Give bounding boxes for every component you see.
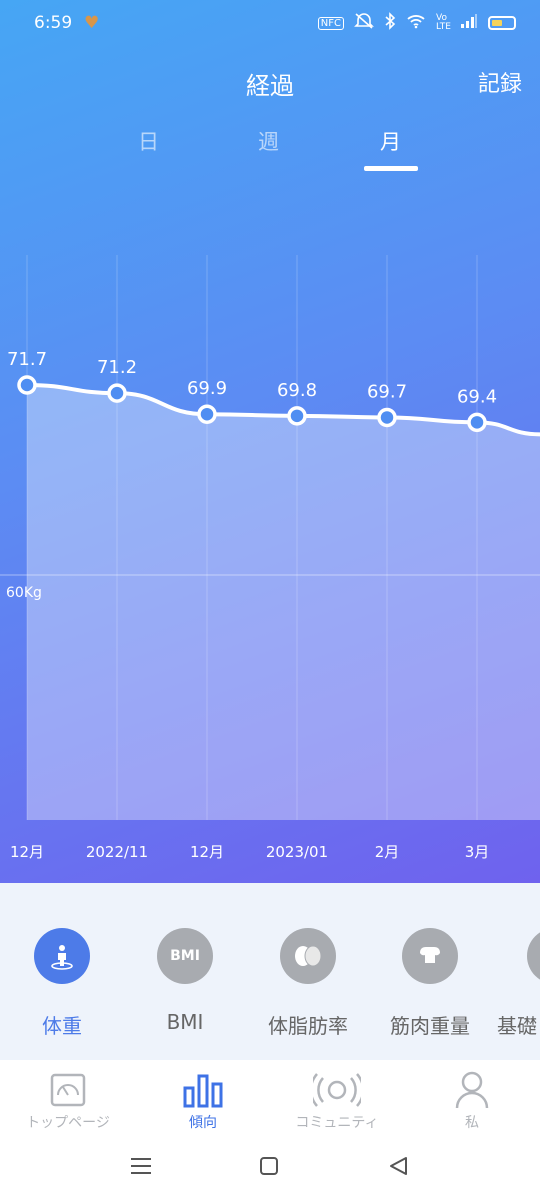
tab-day[interactable]: 日 <box>138 130 159 154</box>
back-icon[interactable] <box>388 1156 408 1182</box>
nav-label: 私 <box>465 1115 479 1131</box>
metric-muscle[interactable]: 筋肉重量 <box>385 928 475 1039</box>
chart-area <box>27 385 540 820</box>
system-nav-bar <box>0 1142 540 1200</box>
data-label: 69.9 <box>187 378 227 399</box>
chart-grid <box>0 255 540 820</box>
x-tick-label: 2023/01 <box>266 843 328 861</box>
metric-label: 体脂肪率 <box>268 1014 348 1038</box>
wifi-icon <box>406 13 426 33</box>
bmi-icon: BMI <box>157 928 213 984</box>
data-point[interactable] <box>467 412 487 433</box>
data-label: 71.2 <box>97 357 137 378</box>
person-icon <box>412 1068 532 1112</box>
page-title: 経過 <box>246 72 294 100</box>
data-point[interactable] <box>197 404 217 424</box>
x-axis-labels: 12月 2022/11 12月 2023/01 2月 3月 <box>10 843 489 861</box>
basal-icon <box>527 928 540 984</box>
tab-underline <box>364 166 418 171</box>
person-scale-icon <box>34 928 90 984</box>
status-icons: NFC Vo LTE <box>317 12 516 34</box>
reference-label: 60Kg <box>6 585 42 601</box>
broadcast-icon <box>277 1068 397 1112</box>
metric-label: 体重 <box>42 1014 82 1038</box>
gauge-icon <box>8 1068 128 1112</box>
data-label: 69.4 <box>457 386 497 407</box>
data-label: 71.7 <box>7 349 47 370</box>
volte-icon: Vo LTE <box>436 13 451 32</box>
metric-label: 基礎 <box>497 1014 537 1038</box>
nav-label: トップページ <box>26 1115 110 1131</box>
data-label: 69.8 <box>277 380 317 401</box>
metric-weight[interactable]: 体重 <box>17 928 107 1039</box>
x-tick-label: 12月 <box>190 843 224 861</box>
menu-icon[interactable] <box>130 1156 152 1182</box>
data-point[interactable] <box>377 407 397 428</box>
battery-icon <box>488 16 516 30</box>
x-tick-label: 12月 <box>10 843 44 861</box>
metric-label: 筋肉重量 <box>390 1014 470 1038</box>
muscle-icon <box>402 928 458 984</box>
nfc-icon: NFC <box>317 16 344 30</box>
nav-trend[interactable]: 傾向 <box>143 1068 263 1132</box>
status-time: 6:59 <box>34 13 73 33</box>
metric-label: BMI <box>166 1010 204 1034</box>
tab-week[interactable]: 週 <box>258 130 279 154</box>
x-tick-label: 2022/11 <box>86 843 148 861</box>
data-point[interactable] <box>287 406 307 426</box>
metric-body-fat[interactable]: 体脂肪率 <box>263 928 353 1039</box>
data-point[interactable] <box>107 383 127 403</box>
nav-top-page[interactable]: トップページ <box>8 1068 128 1132</box>
x-tick-label: 3月 <box>465 843 490 861</box>
status-bar: 6:59 ♥ NFC Vo LTE <box>0 0 540 46</box>
mute-icon <box>354 12 374 34</box>
nav-label: コミュニティ <box>295 1115 379 1131</box>
bottom-nav: トップページ 傾向 コミュニティ 私 <box>0 1060 540 1142</box>
nav-label: 傾向 <box>189 1115 217 1131</box>
record-button[interactable]: 記録 <box>477 72 522 97</box>
home-icon[interactable] <box>259 1156 279 1182</box>
heart-icon: ♥ <box>84 13 100 33</box>
data-point[interactable] <box>17 375 37 395</box>
chart-marks: 71.7 71.2 69.9 69.8 69.7 69.4 <box>7 349 497 433</box>
metric-basal[interactable]: 基礎 <box>497 928 540 1039</box>
metric-bmi[interactable]: BMI BMI <box>140 928 230 1034</box>
signal-icon <box>460 13 478 33</box>
tab-month[interactable]: 月 <box>380 130 401 154</box>
fat-icon <box>280 928 336 984</box>
x-tick-label: 2月 <box>375 843 400 861</box>
bar-chart-icon <box>143 1068 263 1112</box>
nav-me[interactable]: 私 <box>412 1068 532 1132</box>
nav-community[interactable]: コミュニティ <box>277 1068 397 1132</box>
bluetooth-icon <box>384 12 396 34</box>
data-label: 69.7 <box>367 381 407 402</box>
chart-panel: 6:59 ♥ NFC Vo LTE 経過 記録 <box>0 0 540 883</box>
weight-chart[interactable]: 71.7 71.2 69.9 69.8 69.7 69.4 12月 2022/11 12月 20… <box>0 0 540 883</box>
